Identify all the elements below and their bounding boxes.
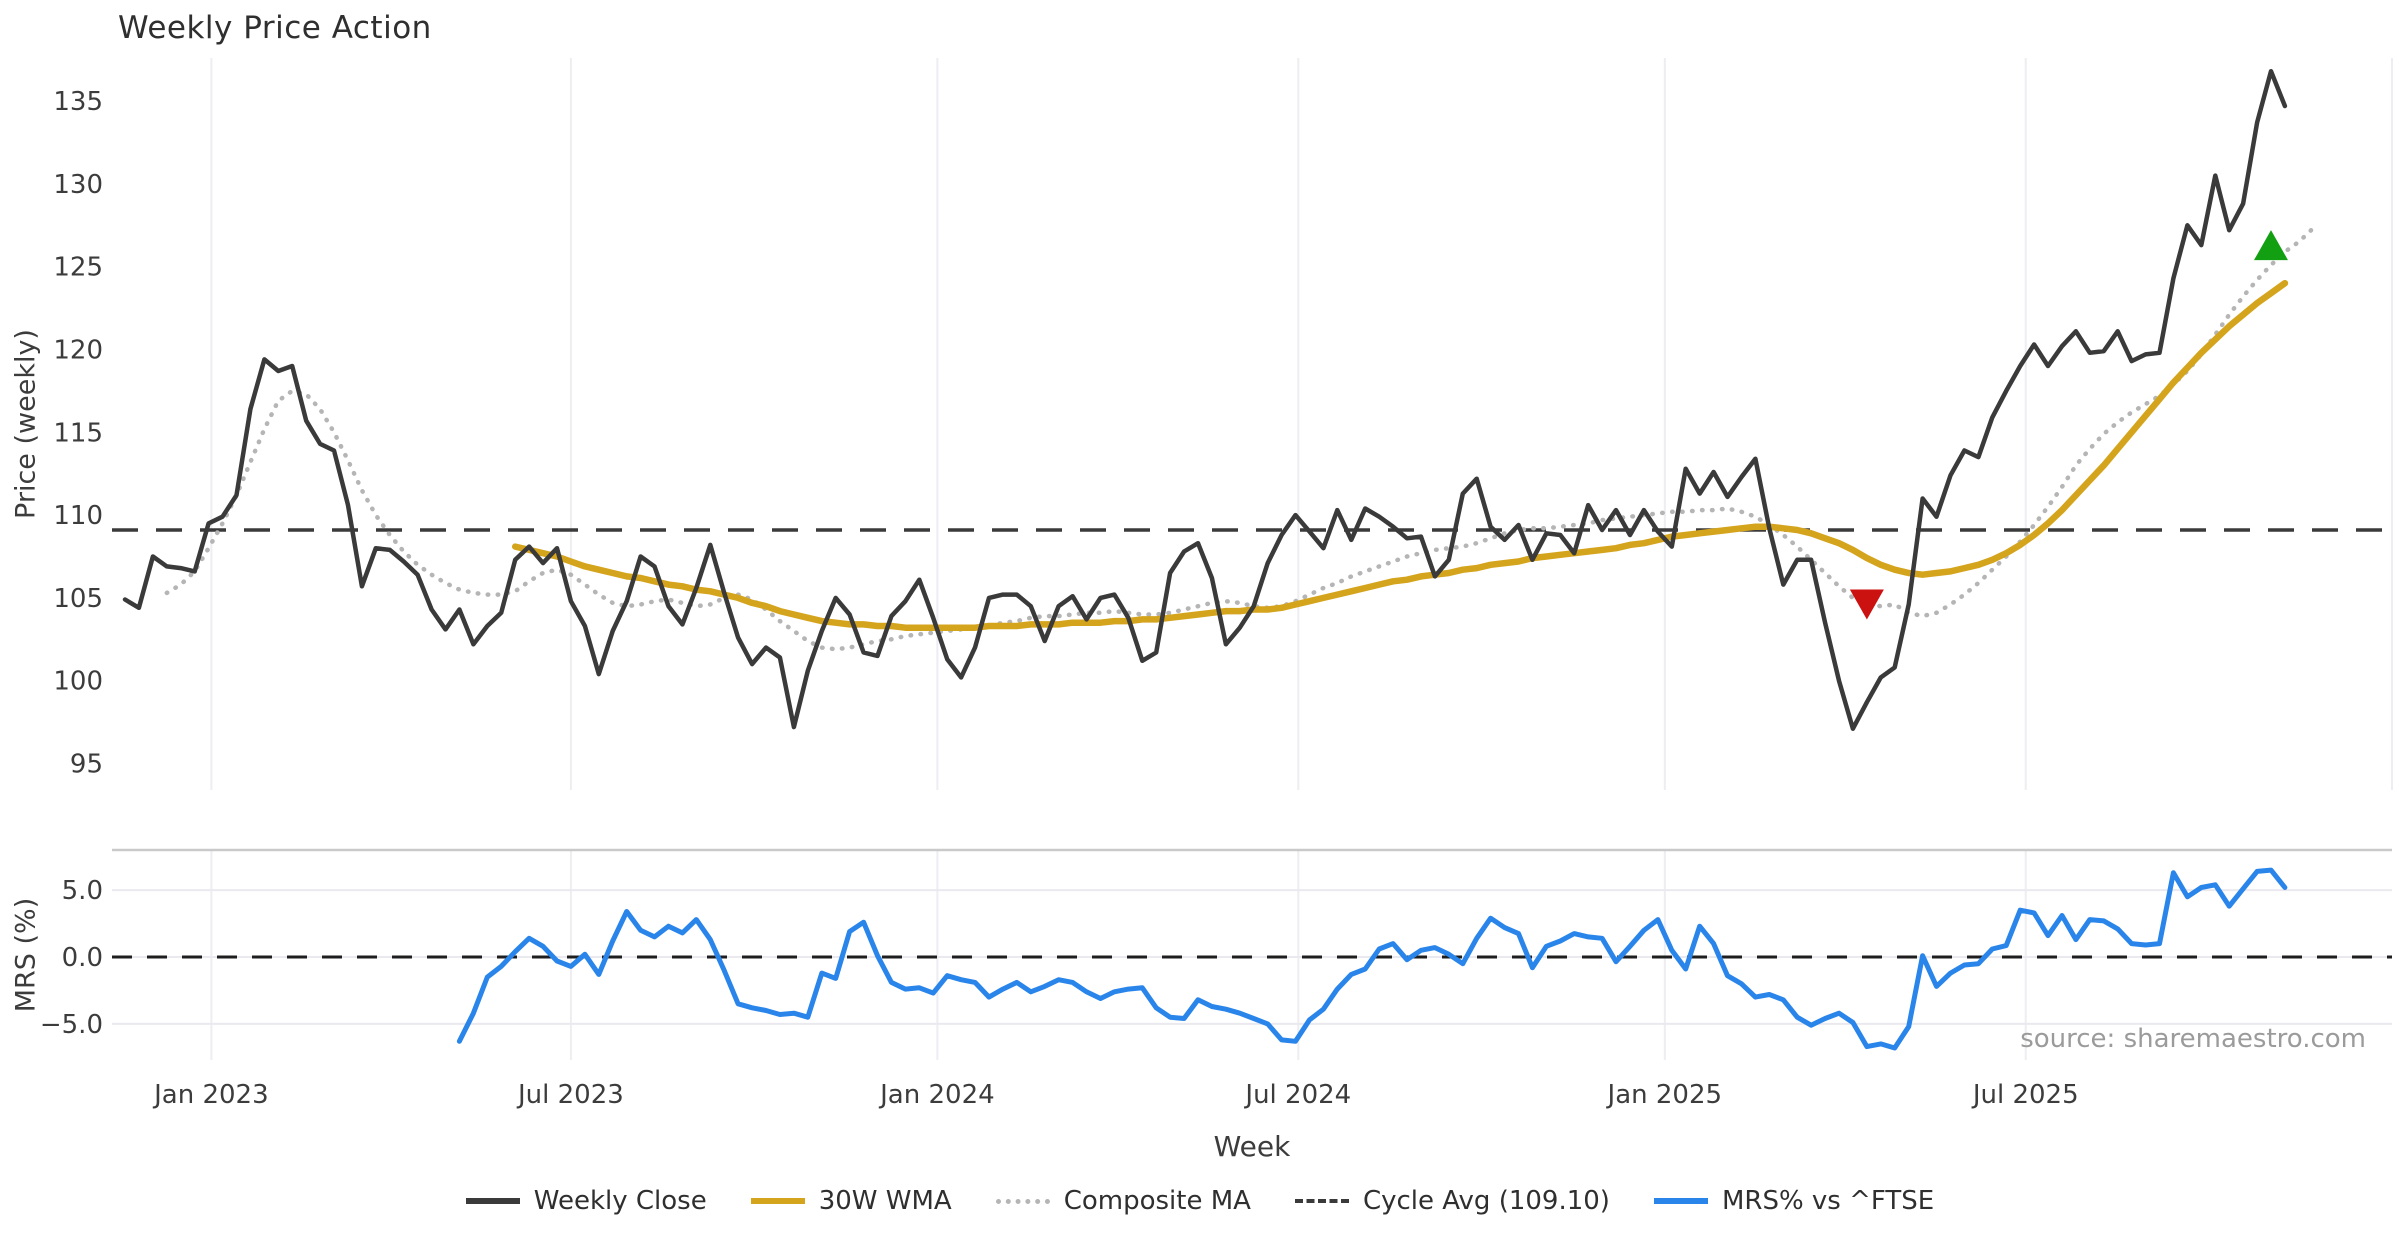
legend-label: Composite MA [1063, 1186, 1251, 1216]
mrs-tick-label: −5.0 [40, 1010, 103, 1040]
mrs-axis-label: MRS (%) [10, 897, 42, 1013]
legend-label: 30W WMA [818, 1186, 952, 1216]
price-tick-label: 95 [70, 750, 103, 780]
legend: Weekly Close 30W WMA Composite MA Cycle … [0, 1186, 2400, 1216]
x-tick-label: Jan 2024 [878, 1080, 995, 1110]
x-tick-label: Jul 2023 [516, 1080, 624, 1110]
legend-label: Cycle Avg (109.10) [1362, 1186, 1610, 1216]
composite-ma-line [164, 226, 2316, 652]
x-tick-label: Jan 2023 [152, 1080, 269, 1110]
cycle-avg-line-swatch-icon [1294, 1199, 1349, 1203]
weekly-close-line-swatch-icon [465, 1198, 520, 1204]
legend-label: MRS% vs ^FTSE [1721, 1186, 1935, 1216]
x-tick-label: Jul 2024 [1243, 1080, 1351, 1110]
price-tick-label: 105 [53, 584, 103, 614]
mrs-tick-label: 5.0 [62, 876, 103, 906]
price-tick-label: 135 [53, 87, 103, 117]
source-note: source: sharemaestro.com [2020, 1024, 2366, 1054]
price-tick-label: 125 [53, 253, 103, 283]
wma-line-swatch-icon [750, 1198, 805, 1204]
mrs-line [456, 867, 2288, 1051]
legend-label: Weekly Close [533, 1186, 707, 1216]
price-tick-label: 110 [53, 501, 103, 531]
legend-item-cycle-avg: Cycle Avg (109.10) [1294, 1186, 1610, 1216]
legend-item-wma: 30W WMA [750, 1186, 952, 1216]
x-tick-label: Jul 2025 [1971, 1080, 2079, 1110]
mrs-line-swatch-icon [1653, 1198, 1708, 1204]
composite-line-swatch-icon [995, 1198, 1050, 1204]
legend-item-weekly-close: Weekly Close [465, 1186, 707, 1216]
price-tick-label: 100 [53, 667, 103, 697]
legend-item-composite: Composite MA [995, 1186, 1251, 1216]
price-tick-label: 120 [53, 335, 103, 365]
price-tick-label: 115 [53, 418, 103, 448]
price-tick-label: 130 [53, 170, 103, 200]
price-axis-label: Price (weekly) [10, 329, 42, 519]
wma-line [511, 279, 2289, 631]
mrs-tick-label: 0.0 [62, 943, 103, 973]
x-tick-label: Jan 2025 [1606, 1080, 1723, 1110]
x-axis-label: Week [1213, 1130, 1291, 1163]
buy-signal-marker [2253, 230, 2288, 261]
chart-title: Weekly Price Action [118, 10, 432, 46]
sell-signal-marker [1849, 589, 1884, 620]
weekly-close-line [122, 68, 2288, 731]
legend-item-mrs: MRS% vs ^FTSE [1653, 1186, 1935, 1216]
